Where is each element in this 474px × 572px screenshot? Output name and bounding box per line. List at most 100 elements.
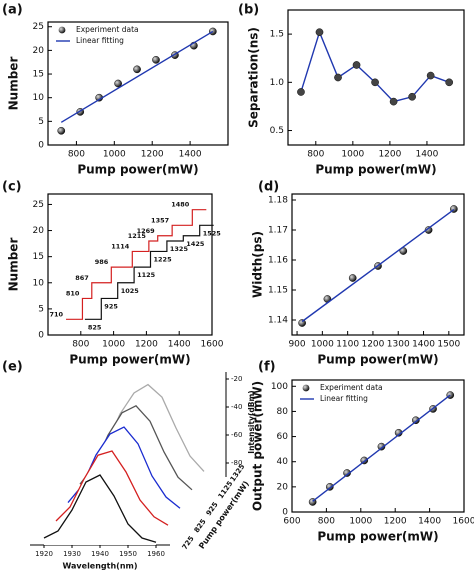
data-point (371, 78, 379, 87)
panel-label: (c) (2, 180, 22, 195)
x-tick-label: 1000 (349, 517, 372, 527)
plot-frame (47, 21, 229, 146)
plot-frame (291, 193, 465, 336)
x-tick-label: 1400 (415, 150, 438, 160)
y-axis-label: Separation(ns) (247, 27, 261, 128)
series-line (300, 30, 450, 103)
x-tick-label: 800 (307, 150, 324, 160)
legend-marker (58, 26, 66, 34)
y-tick-label: 40 (277, 457, 289, 467)
x-tick-label: 1000 (311, 340, 334, 350)
data-point (57, 126, 66, 135)
x-tick-label: 1920 (35, 550, 53, 558)
x-tick-label: 1930 (63, 550, 81, 558)
data-point (152, 55, 160, 64)
panel-label: (a) (2, 3, 23, 18)
x-axis-label: Pump power(mW) (77, 163, 198, 177)
y-tick-label: 10 (33, 278, 45, 288)
y-tick-label: 20 (33, 46, 45, 56)
x-tick-label: 800 (68, 150, 85, 160)
z-tick-label: -20 (231, 375, 242, 383)
x-tick-label: 1000 (102, 340, 125, 350)
z-axis-label: Intensity(dBm) (247, 390, 256, 453)
y-tick-label: 25 (33, 200, 44, 210)
x-axis-label: Pump power(mW) (317, 530, 438, 544)
threshold-label: 986 (95, 258, 109, 266)
x-tick-label: 1300 (387, 340, 410, 350)
x-tick-label: 1500 (437, 340, 460, 350)
spectrum-trace (43, 474, 157, 543)
threshold-label: 1325 (170, 245, 189, 253)
threshold-label: 867 (75, 274, 89, 282)
y-tick-label: 20 (33, 226, 45, 236)
y-tick-label: 0 (38, 141, 44, 151)
x-axis-label: Pump power(mW) (315, 163, 436, 177)
y-tick-label: 0 (38, 331, 44, 341)
x-tick-label: 1600 (453, 517, 474, 527)
data-point (343, 469, 351, 477)
y-tick-label: 1.0 (270, 78, 285, 88)
y-tick-label: 15 (33, 252, 44, 262)
z-tick-label: -80 (231, 459, 242, 467)
threshold-label: 1225 (154, 255, 173, 263)
x-axis-label: Pump power(mW) (69, 353, 190, 367)
z-tick-label: -60 (231, 431, 242, 439)
threshold-label: 1480 (171, 201, 190, 209)
pump-label: 725 (181, 535, 196, 552)
spectrum-trace (55, 450, 169, 526)
series-line (312, 394, 451, 502)
plot-frame (291, 379, 465, 513)
panel-label: (f) (258, 360, 276, 375)
y-axis-label: Number (7, 57, 21, 111)
x-tick-label: 1950 (119, 550, 137, 558)
threshold-label: 1525 (203, 229, 222, 237)
plot-frame (47, 193, 213, 336)
y-tick-label: 10 (33, 93, 45, 103)
threshold-label: 825 (88, 323, 102, 331)
data-point (389, 97, 398, 106)
y-tick-label: 25 (33, 22, 44, 32)
y-tick-label: 1.5 (270, 30, 284, 40)
x-tick-label: 800 (318, 517, 335, 527)
pump-label: 825 (193, 518, 208, 535)
series-line (60, 30, 214, 123)
threshold-label: 1125 (137, 271, 156, 279)
y-tick-label: 5 (38, 304, 44, 314)
threshold-label: 1357 (151, 216, 169, 224)
legend-label: Experiment data (76, 25, 139, 34)
y-tick-label: 100 (271, 382, 288, 392)
legend-marker (302, 384, 310, 392)
data-point (297, 88, 305, 96)
series-line (301, 209, 455, 323)
threshold-label: 1114 (111, 242, 130, 250)
data-point (352, 61, 361, 69)
x-tick-label: 1200 (361, 340, 384, 350)
x-tick-label: 600 (283, 517, 300, 527)
panel-label: (d) (258, 180, 279, 195)
data-point (114, 79, 122, 88)
x-tick-label: 1000 (341, 150, 364, 160)
panel-label: (e) (2, 360, 23, 375)
y-tick-label: 80 (277, 407, 289, 417)
z-tick-label: -40 (231, 403, 242, 411)
step-line (66, 209, 207, 320)
legend-label: Linear fitting (320, 394, 368, 403)
x-tick-label: 1400 (412, 340, 435, 350)
y-tick-label: 1.14 (268, 316, 288, 326)
y-tick-label: 20 (277, 482, 289, 492)
panel-label: (b) (238, 3, 259, 18)
threshold-label: 810 (66, 289, 80, 297)
data-point (348, 274, 357, 282)
x-tick-label: 1400 (179, 150, 202, 160)
x-tick-label: 1960 (147, 550, 165, 558)
y-axis-label: Width(ps) (251, 231, 265, 298)
data-point (334, 73, 342, 82)
x-tick-label: 1200 (135, 340, 158, 350)
y-tick-label: 0 (282, 508, 288, 518)
y-axis-label: Output power(mW) (251, 381, 265, 511)
x-tick-label: 1200 (378, 150, 401, 160)
y-tick-label: 0.5 (270, 126, 284, 136)
x-tick-label: 1100 (336, 340, 359, 350)
data-point (133, 65, 141, 74)
